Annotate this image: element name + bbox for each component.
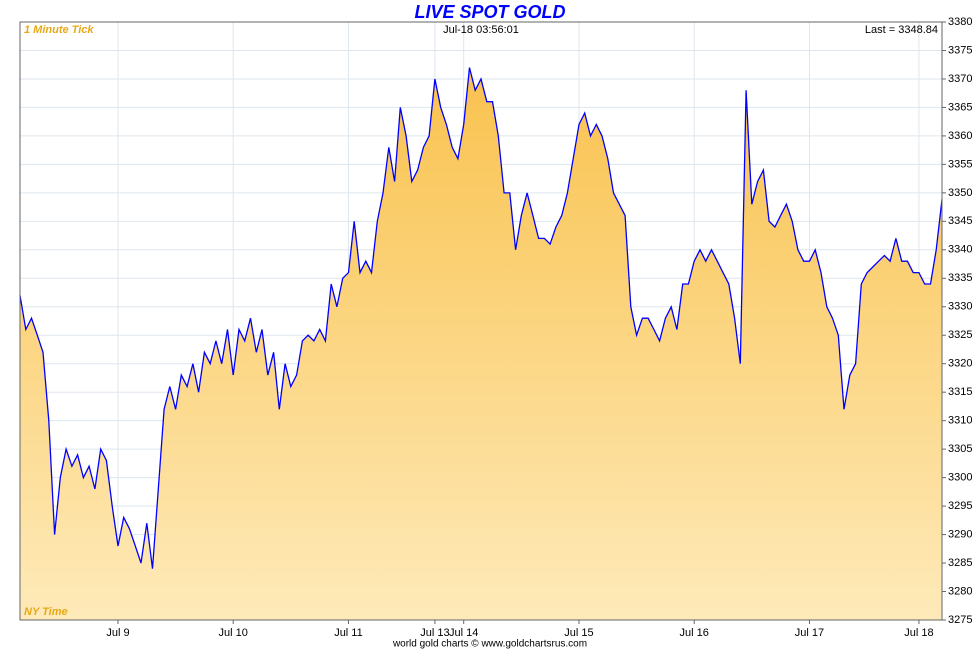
timestamp: Jul-18 03:56:01 xyxy=(443,24,519,36)
y-tick-label: 3295 xyxy=(948,500,972,512)
y-tick-label: 3315 xyxy=(948,386,972,398)
x-tick-label: Jul 18 xyxy=(904,627,933,639)
y-tick-label: 3285 xyxy=(948,557,972,569)
y-tick-label: 3355 xyxy=(948,158,972,170)
x-tick-label: Jul 15 xyxy=(564,627,593,639)
plot-frame xyxy=(19,21,943,621)
y-tick-label: 3330 xyxy=(948,301,972,313)
y-tick-label: 3375 xyxy=(948,44,972,56)
y-tick-label: 3310 xyxy=(948,415,972,427)
y-tick-label: 3345 xyxy=(948,215,972,227)
x-tick-label: Jul 16 xyxy=(680,627,709,639)
price-line xyxy=(19,67,943,569)
y-tick-label: 3325 xyxy=(948,329,972,341)
y-tick-label: 3365 xyxy=(948,101,972,113)
chart-title: LIVE SPOT GOLD xyxy=(414,2,565,22)
y-tick-label: 3300 xyxy=(948,472,972,484)
area xyxy=(20,67,942,621)
x-tick-label: Jul 11 xyxy=(334,627,363,639)
x-tick-label: Jul 17 xyxy=(795,627,824,639)
y-tick-label: 3280 xyxy=(948,585,972,597)
y-tick-label: 3380 xyxy=(948,16,972,28)
y-tick-label: 3350 xyxy=(948,187,972,199)
footer: world gold charts © www.goldchartsrus.co… xyxy=(392,639,587,650)
x-tick-label: Jul 13 xyxy=(420,627,449,639)
timezone-label: NY Time xyxy=(24,606,68,618)
resolution-label: 1 Minute Tick xyxy=(24,24,94,36)
y-tick-label: 3360 xyxy=(948,130,972,142)
x-tick-label: Jul 14 xyxy=(449,627,478,639)
last-price: Last = 3348.84 xyxy=(865,24,938,36)
y-tick-label: 3290 xyxy=(948,528,972,540)
y-tick-label: 3305 xyxy=(948,443,972,455)
y-tick-label: 3340 xyxy=(948,244,972,256)
x-tick-label: Jul 10 xyxy=(219,627,248,639)
y-tick-label: 3275 xyxy=(948,614,972,626)
y-tick-label: 3335 xyxy=(948,272,972,284)
y-tick-label: 3370 xyxy=(948,73,972,85)
x-tick-label: Jul 9 xyxy=(106,627,129,639)
y-tick-label: 3320 xyxy=(948,358,972,370)
